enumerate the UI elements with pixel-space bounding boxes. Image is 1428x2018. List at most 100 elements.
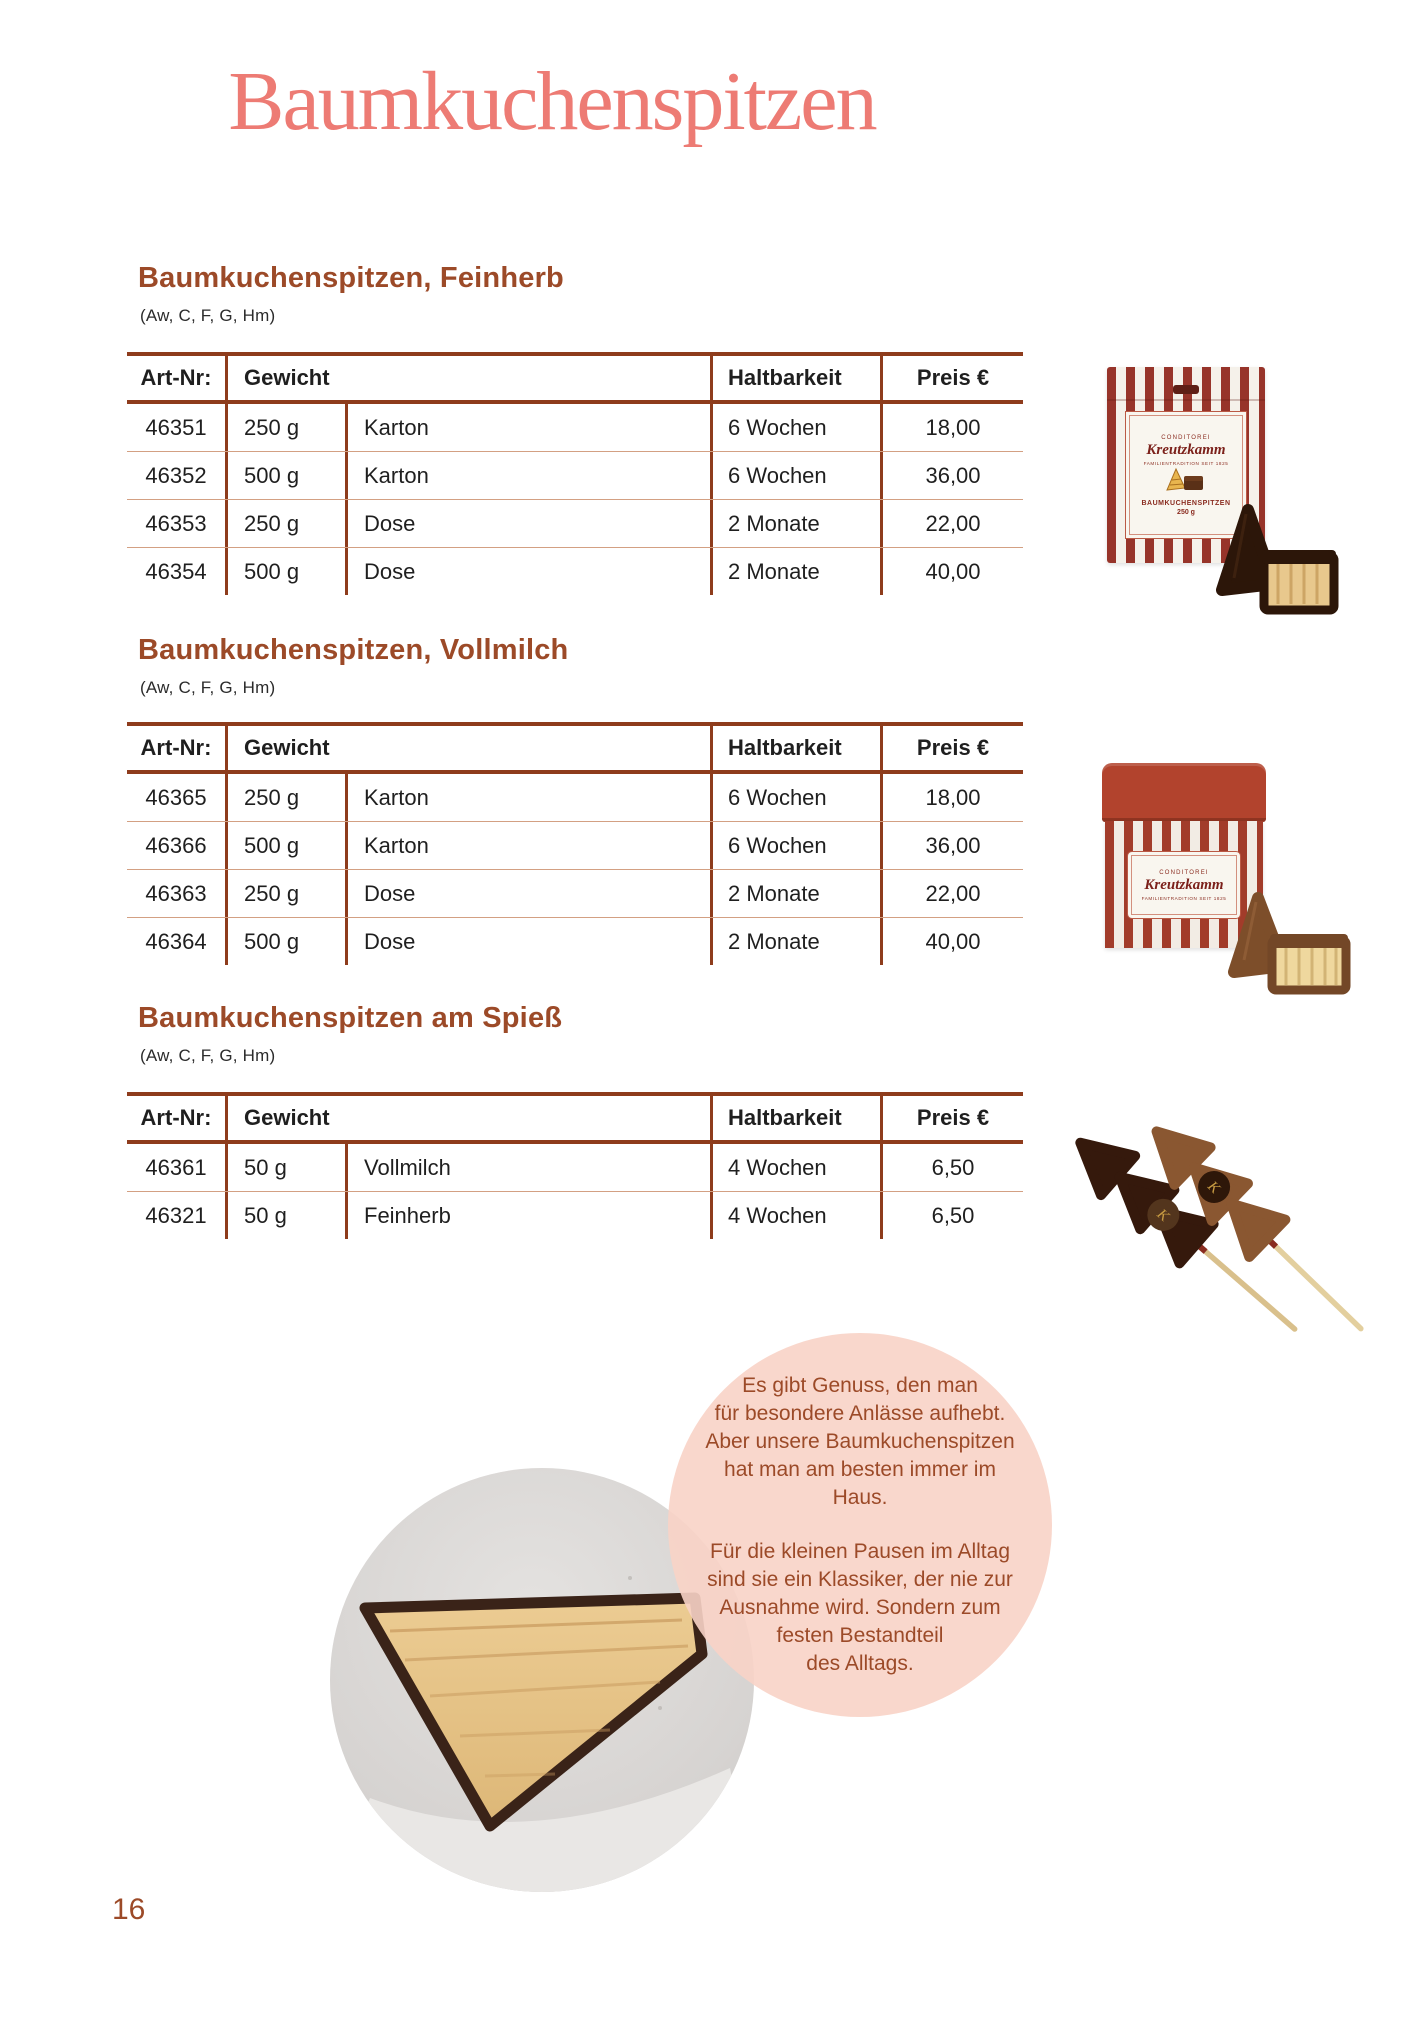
info-paragraph-2: Für die kleinen Pausen im Alltag sind si… — [707, 1540, 1013, 1675]
carton-label: CONDITOREI Kreutzkamm FAMILIENTRADITION … — [1125, 411, 1247, 539]
table-row: 46321 50 g Feinherb 4 Wochen 6,50 — [127, 1192, 1023, 1239]
table-row: 46353 250 g Dose 2 Monate 22,00 — [127, 500, 1023, 548]
cell-gewicht: 500 g — [228, 452, 348, 499]
column-header-artnr: Art-Nr: — [127, 1096, 228, 1140]
cell-preis: 6,50 — [931, 1202, 975, 1228]
cell-verpackung: Feinherb — [348, 1192, 713, 1239]
cell-gewicht: 250 g — [228, 774, 348, 821]
cell-preis: 18,00 — [925, 784, 981, 810]
cell-verpackung: Karton — [348, 404, 713, 451]
cell-gewicht: 50 g — [228, 1144, 348, 1191]
label-cake-illustration — [1166, 467, 1203, 491]
cell-haltbarkeit: 2 Monate — [713, 500, 883, 547]
product-table-feinherb: Art-Nr: Gewicht Haltbarkeit Preis € 4635… — [127, 352, 1023, 595]
tin-label: CONDITOREI Kreutzkamm FAMILIENTRADITION … — [1127, 851, 1241, 919]
table-row: 46364 500 g Dose 2 Monate 40,00 — [127, 918, 1023, 965]
cell-gewicht: 500 g — [228, 918, 348, 965]
cell-art-nr: 46365 — [127, 774, 228, 821]
column-header-haltbarkeit: Haltbarkeit — [713, 726, 883, 770]
cell-haltbarkeit: 6 Wochen — [713, 404, 883, 451]
cell-haltbarkeit: 6 Wochen — [713, 452, 883, 499]
table-row: 46366 500 g Karton 6 Wochen 36,00 — [127, 822, 1023, 870]
allergen-note: (Aw, C, F, G, Hm) — [140, 306, 276, 325]
cell-haltbarkeit: 2 Monate — [713, 870, 883, 917]
cell-preis: 40,00 — [925, 928, 981, 954]
brand-sub-label: FAMILIENTRADITION SEIT 1825 — [1143, 460, 1229, 466]
column-header-artnr: Art-Nr: — [127, 356, 228, 400]
allergen-note: (Aw, C, F, G, Hm) — [140, 678, 276, 697]
column-header-gewicht: Gewicht — [228, 726, 713, 770]
brand-logo-text: Kreutzkamm — [1146, 441, 1226, 458]
table-header-row: Art-Nr: Gewicht Haltbarkeit Preis € — [127, 352, 1023, 404]
table-header-row: Art-Nr: Gewicht Haltbarkeit Preis € — [127, 1092, 1023, 1144]
info-circle: Es gibt Genuss, den man für besondere An… — [668, 1333, 1052, 1717]
cell-art-nr: 46361 — [127, 1144, 228, 1191]
allergen-note: (Aw, C, F, G, Hm) — [140, 1046, 276, 1065]
cell-gewicht: 250 g — [228, 870, 348, 917]
section-title-am-spiess: Baumkuchenspitzen am Spieß — [138, 1002, 563, 1034]
table-row: 46351 250 g Karton 6 Wochen 18,00 — [127, 404, 1023, 452]
cell-preis: 6,50 — [931, 1154, 975, 1180]
cell-preis: 40,00 — [925, 558, 981, 584]
dark-chocolate-pieces-photo — [1216, 504, 1339, 615]
cell-gewicht: 250 g — [228, 500, 348, 547]
cell-verpackung: Dose — [348, 500, 713, 547]
cell-verpackung: Dose — [348, 548, 713, 595]
cell-haltbarkeit: 2 Monate — [713, 548, 883, 595]
carton-product-name: BAUMKUCHENSPITZEN — [1141, 499, 1231, 507]
table-header-row: Art-Nr: Gewicht Haltbarkeit Preis € — [127, 722, 1023, 774]
cell-verpackung: Karton — [348, 822, 713, 869]
carton-fold-line — [1107, 399, 1265, 401]
dark-skewer: K — [1075, 1137, 1298, 1332]
brand-top-label: CONDITOREI — [1161, 434, 1211, 441]
carton-handle-notch — [1173, 385, 1199, 394]
product-table-vollmilch: Art-Nr: Gewicht Haltbarkeit Preis € 4636… — [127, 722, 1023, 965]
section-title-vollmilch: Baumkuchenspitzen, Vollmilch — [138, 634, 569, 666]
column-header-gewicht: Gewicht — [228, 356, 713, 400]
column-header-haltbarkeit: Haltbarkeit — [713, 356, 883, 400]
table-row: 46363 250 g Dose 2 Monate 22,00 — [127, 870, 1023, 918]
column-header-artnr: Art-Nr: — [127, 726, 228, 770]
brand-logo-text: Kreutzkamm — [1144, 876, 1224, 893]
cell-preis: 22,00 — [925, 510, 981, 536]
product-photo-tin-vollmilch: CONDITOREI Kreutzkamm FAMILIENTRADITION … — [1102, 763, 1266, 948]
table-row: 46365 250 g Karton 6 Wochen 18,00 — [127, 774, 1023, 822]
cell-preis: 36,00 — [925, 832, 981, 858]
tin-lid — [1102, 763, 1266, 822]
milk-skewer: K — [1151, 1126, 1364, 1332]
cell-gewicht: 50 g — [228, 1192, 348, 1239]
cell-art-nr: 46363 — [127, 870, 228, 917]
cell-haltbarkeit: 6 Wochen — [713, 774, 883, 821]
cell-art-nr: 46351 — [127, 404, 228, 451]
cell-haltbarkeit: 4 Wochen — [713, 1144, 883, 1191]
cell-verpackung: Dose — [348, 870, 713, 917]
carton-weight: 250 g — [1177, 508, 1195, 516]
column-header-preis: Preis € — [916, 1105, 990, 1130]
cell-art-nr: 46366 — [127, 822, 228, 869]
cell-preis: 22,00 — [925, 880, 981, 906]
cell-gewicht: 250 g — [228, 404, 348, 451]
cell-preis: 36,00 — [925, 462, 981, 488]
brand-top-label: CONDITOREI — [1159, 869, 1209, 876]
cell-art-nr: 46353 — [127, 500, 228, 547]
info-paragraph-1: Es gibt Genuss, den man für besondere An… — [705, 1374, 1015, 1510]
page-title: Baumkuchenspitzen — [228, 55, 877, 148]
cell-haltbarkeit: 4 Wochen — [713, 1192, 883, 1239]
table-row: 46354 500 g Dose 2 Monate 40,00 — [127, 548, 1023, 595]
cell-haltbarkeit: 2 Monate — [713, 918, 883, 965]
column-header-haltbarkeit: Haltbarkeit — [713, 1096, 883, 1140]
cell-art-nr: 46321 — [127, 1192, 228, 1239]
column-header-preis: Preis € — [916, 735, 990, 760]
cell-preis: 18,00 — [925, 414, 981, 440]
cell-gewicht: 500 g — [228, 548, 348, 595]
product-photo-skewers: K K — [1075, 1126, 1364, 1332]
column-header-preis: Preis € — [916, 365, 990, 390]
cell-verpackung: Dose — [348, 918, 713, 965]
cell-gewicht: 500 g — [228, 822, 348, 869]
column-header-gewicht: Gewicht — [228, 1096, 713, 1140]
milk-chocolate-pieces-photo — [1228, 892, 1351, 995]
cell-art-nr: 46364 — [127, 918, 228, 965]
cell-haltbarkeit: 6 Wochen — [713, 822, 883, 869]
product-table-am-spiess: Art-Nr: Gewicht Haltbarkeit Preis € 4636… — [127, 1092, 1023, 1239]
page-number: 16 — [112, 1893, 146, 1926]
